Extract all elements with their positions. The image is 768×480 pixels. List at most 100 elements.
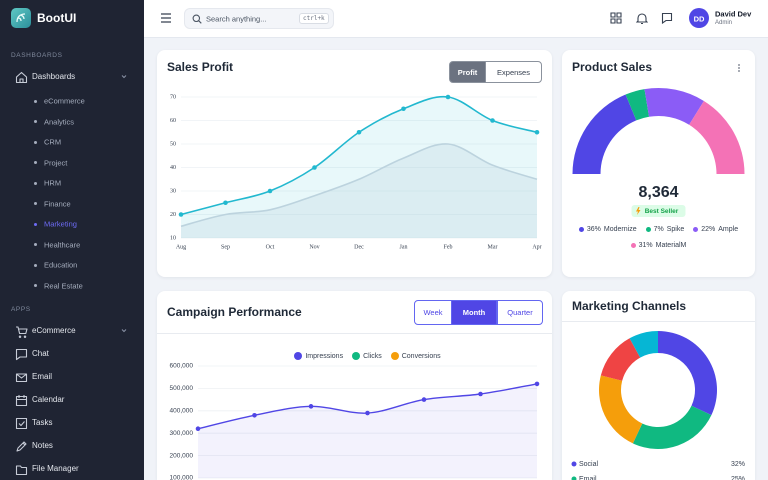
dashboards-icon	[15, 71, 28, 84]
y-tick-label: 30	[170, 188, 176, 194]
nav-subitem[interactable]: Analytics	[44, 116, 75, 126]
nav-subitem[interactable]: CRM	[44, 137, 62, 147]
legend-value: 31%	[638, 242, 653, 249]
x-tick-label: Oct	[266, 244, 275, 250]
legend-swatch	[294, 352, 303, 360]
legend-label: Clicks	[363, 352, 382, 360]
nav-item[interactable]: Chat	[32, 349, 49, 358]
legend-swatch	[645, 227, 651, 232]
nav-item[interactable]: Email	[32, 372, 53, 381]
app-icon	[16, 325, 28, 338]
app-icon	[15, 394, 28, 406]
legend-label: Social	[579, 461, 599, 468]
nav-subitem-active[interactable]: Marketing	[44, 219, 77, 229]
legend-label: Modernize	[603, 226, 637, 233]
nav-subitem[interactable]: Project	[44, 157, 68, 167]
legend-label: MaterialM	[655, 242, 687, 249]
menu-dots[interactable]	[738, 64, 740, 72]
apps-icon[interactable]	[610, 12, 622, 24]
nav-item[interactable]: Dashboards	[32, 72, 76, 81]
nav-item[interactable]: eCommerce	[32, 326, 76, 335]
arc-segment	[625, 89, 650, 121]
card-title: Marketing Channels	[572, 299, 687, 313]
arc-segment	[689, 100, 745, 174]
chevron	[121, 75, 127, 79]
y-tick-label: 20	[170, 212, 176, 218]
half-donut-chart: 8,364 Best Seller	[572, 64, 745, 217]
nav-subitem[interactable]: eCommerce	[44, 96, 85, 106]
menu-toggle[interactable]	[160, 12, 172, 24]
legend-value: 22%	[701, 226, 716, 233]
app-icon	[15, 348, 28, 360]
chevron-shape	[121, 329, 127, 333]
nav-subitem[interactable]: Healthcare	[44, 239, 81, 249]
tab-button-active[interactable]: Month	[451, 300, 497, 325]
legend-item[interactable]: Impressions	[294, 352, 343, 360]
area	[181, 96, 537, 238]
donut-segment	[632, 405, 712, 449]
card: 10 20 30 40 50 60 70 Aug Sep Oct Nov Dec Jan Feb Mar Ap…	[157, 50, 552, 277]
point	[308, 404, 314, 409]
x-tick-label: Aug	[176, 244, 186, 250]
nav-item[interactable]: Notes	[32, 441, 53, 450]
legend-item[interactable]: Conversions	[390, 352, 441, 360]
nav-item[interactable]: Tasks	[32, 418, 53, 427]
app-icon-shape	[15, 464, 28, 475]
app-icon-shape	[16, 325, 28, 338]
nav-bullet	[34, 181, 37, 185]
y-tick-label: 50	[170, 141, 176, 147]
legend-label: Spike	[666, 226, 685, 233]
y-tick-label: 200,000	[170, 452, 194, 459]
legend-value: 7%	[653, 226, 664, 233]
card: 100,000 200,000 300,000 400,000 500,000 600,0…	[157, 291, 552, 480]
legend-swatch	[571, 476, 577, 480]
nav-subitem[interactable]: HRM	[44, 178, 62, 188]
tab-button[interactable]: Quarter	[497, 300, 543, 325]
chevron	[121, 329, 127, 333]
point	[252, 412, 257, 418]
app-icon	[15, 464, 28, 475]
point	[490, 118, 495, 123]
nav-bullet	[34, 243, 37, 246]
card-divider	[562, 321, 755, 322]
card: 8,364 Best Seller 36% Modernize 7% Spike 22% Am…	[562, 50, 755, 277]
legend-label: Email	[579, 476, 597, 480]
nav-subitem[interactable]: Finance	[44, 198, 71, 208]
legend-item[interactable]: 31% MaterialM	[630, 242, 687, 249]
tab-button[interactable]: Week	[414, 300, 452, 325]
point	[478, 391, 483, 397]
point	[178, 212, 184, 217]
card-divider	[157, 333, 552, 334]
search-box[interactable]	[184, 8, 334, 29]
x-tick-label: Sep	[221, 244, 230, 250]
badge-icon	[636, 207, 641, 215]
nav-bullet	[34, 284, 37, 287]
dashboards-icon-shape	[15, 71, 28, 84]
legend-item[interactable]: Clicks	[352, 352, 382, 360]
legend-item[interactable]: 36% Modernize	[578, 226, 637, 233]
nav-bullet	[34, 202, 37, 205]
messages-icon[interactable]	[661, 12, 673, 24]
legend-label: Impressions	[305, 352, 344, 360]
nav-item[interactable]: File Manager	[32, 464, 79, 473]
shortcut-key: ctrl+k	[303, 14, 325, 22]
point	[401, 106, 406, 112]
tab-button-active[interactable]: Profit	[449, 61, 486, 83]
legend-swatch	[390, 352, 399, 360]
tab-button[interactable]: Expenses	[485, 61, 542, 83]
point	[365, 410, 370, 416]
notification-icon[interactable]	[636, 12, 648, 25]
app-icon-shape	[15, 417, 28, 429]
nav-subitem[interactable]: Real Estate	[44, 280, 83, 290]
nav-bullet	[34, 222, 37, 226]
legend-item[interactable]: 22% Ample	[693, 226, 738, 233]
legend-label: Conversions	[401, 352, 441, 360]
donut-segment	[629, 331, 658, 358]
nav-subitem[interactable]: Education	[44, 260, 78, 270]
avatar[interactable]	[689, 8, 709, 28]
legend-item[interactable]: 7% Spike	[645, 226, 685, 233]
nav-item[interactable]: Calendar	[32, 395, 65, 404]
legend-value: 25%	[731, 476, 745, 480]
badge	[631, 205, 686, 217]
y-tick-label: 100,000	[170, 475, 194, 480]
